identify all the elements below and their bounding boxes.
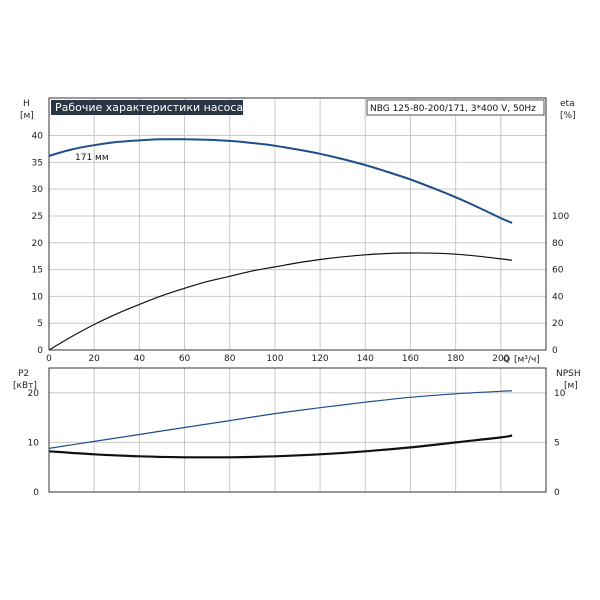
top-series-line-1 [48, 252, 513, 351]
x-tick-label: 0 [46, 354, 52, 364]
x-tick-label: 20 [88, 354, 100, 364]
top-chart-series [48, 138, 513, 351]
chart-title-box [51, 100, 243, 115]
y-tick-label: 5 [37, 319, 43, 329]
y-tick-label: 25 [32, 212, 43, 222]
top-series-line-0 [48, 138, 513, 224]
x-tick-label: 180 [447, 354, 464, 364]
y-tick-label: 20 [32, 239, 44, 249]
y-axis-label-h: H [23, 99, 30, 109]
y-axis-unit-p2: [кВт] [13, 381, 37, 391]
chart-subtitle: NBG 125-80-200/171, 3*400 V, 50Hz [370, 104, 536, 114]
y-tick-label: 10 [28, 438, 40, 448]
bottom-series-line-1 [48, 434, 513, 459]
y2-tick-label: 10 [554, 389, 566, 399]
y-tick-label: 10 [32, 292, 44, 302]
x-tick-label: 120 [311, 354, 328, 364]
x-tick-label: 140 [357, 354, 374, 364]
x-tick-label: 40 [134, 354, 146, 364]
y2-tick-label: 5 [554, 438, 560, 448]
bottom-chart-series [48, 390, 513, 459]
chart-subtitle-box [366, 99, 545, 116]
y2-tick-label: 60 [552, 266, 564, 276]
x-tick-label: 160 [402, 354, 419, 364]
top-chart-grid [49, 98, 546, 350]
y-tick-label: 30 [32, 185, 44, 195]
y2-tick-label: 20 [552, 319, 564, 329]
x-tick-label: 200 [492, 354, 509, 364]
y-tick-label: 40 [32, 132, 44, 142]
y-tick-label: 35 [32, 158, 43, 168]
y-tick-label: 0 [37, 346, 43, 356]
bottom-series-line-0 [48, 390, 513, 449]
x-tick-label: 80 [224, 354, 236, 364]
top-plot-frame [48, 97, 547, 351]
x-tick-label: 60 [179, 354, 191, 364]
y2-tick-label: 80 [552, 239, 564, 249]
y2-axis-label-npsh: NPSH [556, 369, 581, 379]
y-axis-unit-h: [м] [20, 111, 34, 121]
y2-tick-label: 40 [552, 292, 564, 302]
y2-tick-label: 0 [554, 488, 560, 498]
y2-axis-unit-npsh: [м] [564, 381, 578, 391]
x-tick-label: 100 [266, 354, 283, 364]
y-tick-label: 20 [28, 389, 40, 399]
curve-label-171mm: 171 мм [75, 153, 109, 163]
y2-axis-label-eta: eta [560, 99, 575, 109]
bottom-chart-ticks: 0 10 20 0 5 10 [28, 389, 566, 498]
y2-axis-unit-eta: [%] [560, 111, 576, 121]
x-axis-unit-q: [м³/ч] [514, 355, 540, 365]
y-tick-label: 0 [33, 488, 39, 498]
x-axis-label-q: Q [503, 355, 510, 365]
y2-tick-label: 100 [552, 212, 569, 222]
top-chart-ticks: 0 20 40 60 80 100 120 140 160 180 2000510152025303… [32, 132, 570, 364]
y-tick-label: 15 [32, 266, 43, 276]
y2-tick-label: 0 [552, 346, 558, 356]
chart-title: Рабочие характеристики насоса [55, 101, 243, 114]
y-axis-label-p2: P2 [18, 369, 29, 379]
bottom-chart-grid [49, 368, 546, 492]
bottom-plot-frame [48, 367, 547, 493]
